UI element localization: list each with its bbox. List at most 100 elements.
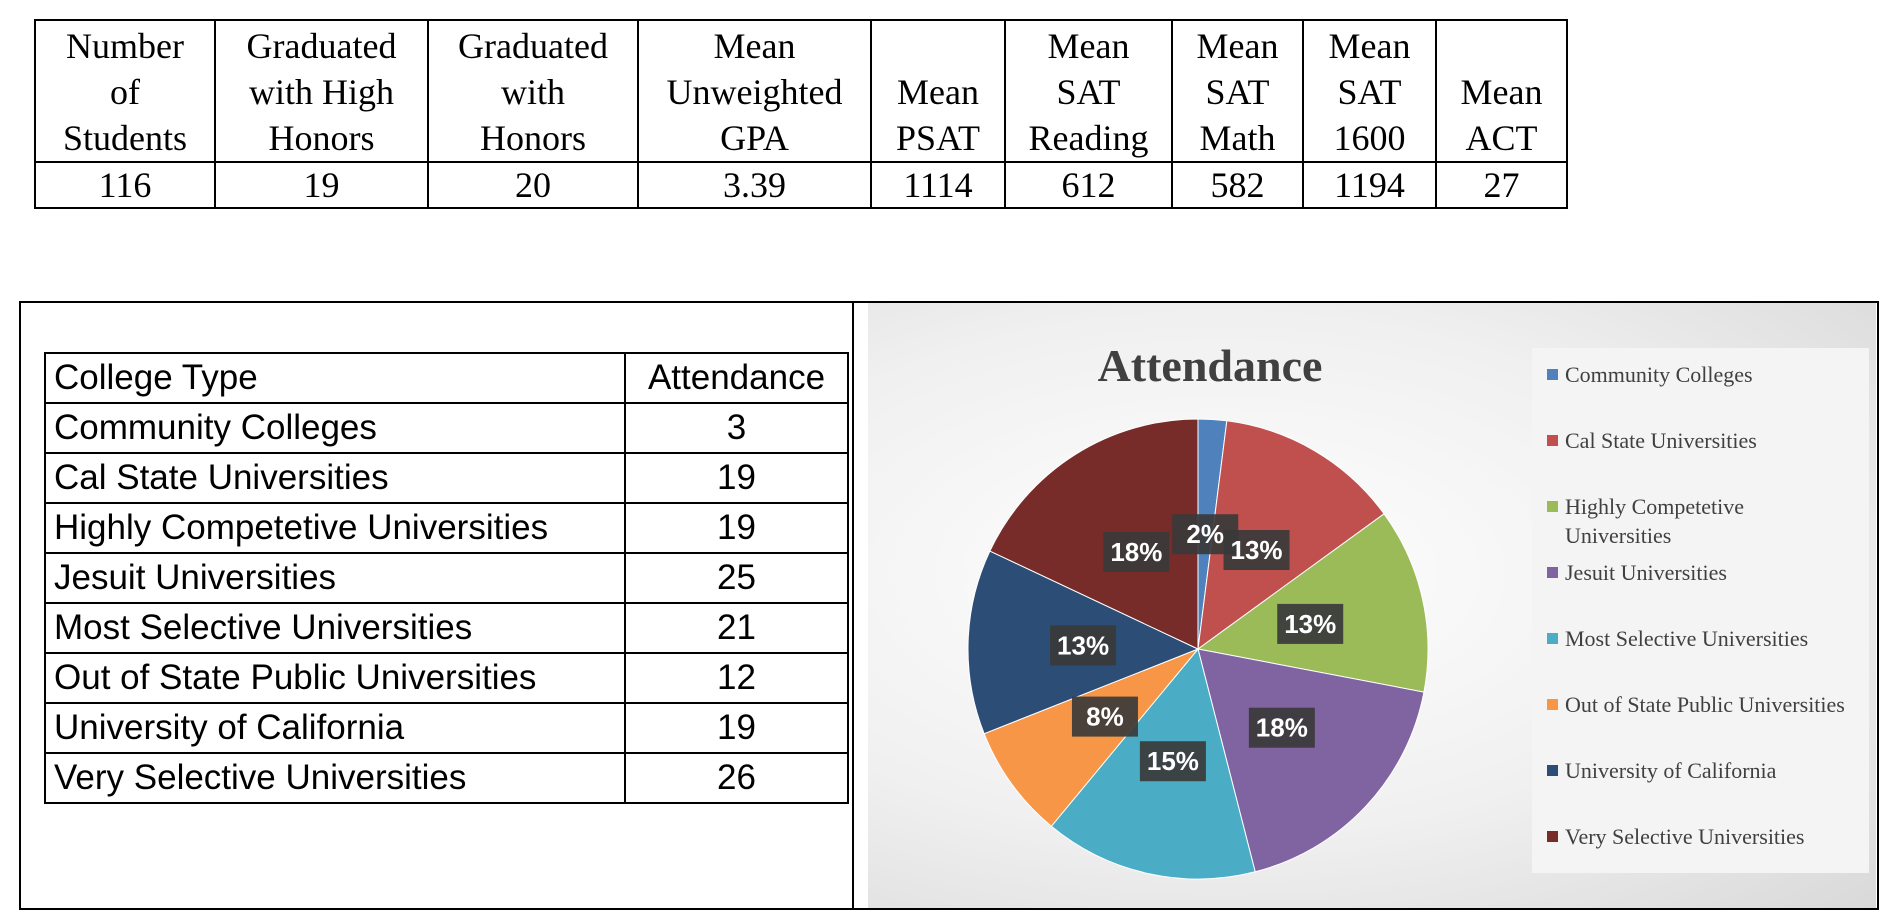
college-type: Very Selective Universities [44, 752, 626, 804]
header-cell: Mean PSAT [870, 19, 1006, 163]
value-cell: 19 [214, 161, 429, 209]
header-line: SAT [1205, 72, 1270, 112]
pie-slice [1196, 513, 1429, 693]
header-line: Mean [1460, 72, 1543, 112]
label-box [1139, 741, 1206, 782]
header-line: Reading [1028, 118, 1149, 158]
label-box [1277, 603, 1344, 644]
legend-item: Cal State Universities [1547, 426, 1857, 455]
legend-swatch [1547, 699, 1558, 710]
header-line: Graduated [246, 26, 397, 66]
legend-label: Most Selective Universities [1565, 626, 1809, 651]
header-line: with [500, 72, 565, 112]
header-line: Mean [1047, 26, 1130, 66]
value-cell: 1194 [1302, 161, 1437, 209]
pie-slice [989, 418, 1199, 650]
row: Highly Competetive Universities 19 [44, 502, 849, 554]
label-box [1071, 696, 1138, 737]
header-line: of [110, 72, 140, 112]
header-line: Students [62, 118, 187, 158]
legend-item: Most Selective Universities [1547, 624, 1857, 653]
chart-panel: Attendance 2% 13% 13% 18% 15% 8% 13% 18% Commun… [868, 303, 1876, 908]
header-line: 1600 [1333, 118, 1406, 158]
value-row: 116 19 20 3.39 1114 612 582 1194 27 [34, 161, 1568, 209]
header-row: College Type Attendance [44, 352, 849, 404]
legend-swatch [1547, 567, 1558, 578]
header-cell: Mean SAT Math [1171, 19, 1304, 163]
legend-item: Community Colleges [1547, 360, 1857, 389]
legend-label: Highly Competetive Universities [1565, 494, 1745, 548]
data-label: 18% [1110, 537, 1162, 567]
value-cell: 1114 [870, 161, 1006, 209]
header-line: Math [1199, 118, 1276, 158]
row: Out of State Public Universities 12 [44, 652, 849, 704]
value-cell: 116 [34, 161, 216, 209]
header-line: Unweighted [666, 72, 843, 112]
attendance: 19 [624, 702, 849, 754]
row: Community Colleges 3 [44, 402, 849, 454]
attendance: 25 [624, 552, 849, 604]
chart-title: Attendance [1097, 340, 1323, 391]
header-cell: Mean SAT Reading [1004, 19, 1173, 163]
legend-swatch [1547, 633, 1558, 644]
label-box [1223, 530, 1290, 571]
header-line: Graduated [458, 26, 608, 66]
college-type: Highly Competetive Universities [44, 502, 626, 554]
header-line: Mean [897, 72, 979, 112]
value-cell: 582 [1171, 161, 1304, 209]
label-box [1050, 625, 1117, 666]
legend-label: Community Colleges [1565, 362, 1753, 387]
value-cell: 612 [1004, 161, 1173, 209]
legend-swatch [1547, 501, 1558, 512]
header-line: Mean [1196, 26, 1279, 66]
legend-item: Highly Competetive Universities [1547, 492, 1857, 550]
pie-slice [983, 648, 1199, 827]
legend-label: Very Selective Universities [1565, 824, 1805, 849]
legend-label: Out of State Public Universities [1565, 692, 1845, 717]
attendance: 26 [624, 752, 849, 804]
frame [19, 301, 1879, 910]
legend-label: Cal State Universities [1565, 428, 1757, 453]
college-type: University of California [44, 702, 626, 754]
header-cell: Mean SAT 1600 [1302, 19, 1437, 163]
header-line: Honors [480, 118, 586, 158]
legend-swatch [1547, 435, 1558, 446]
data-label: 15% [1147, 746, 1199, 776]
legend: Community Colleges Cal State Universities… [1532, 348, 1869, 873]
legend-label: University of California [1565, 758, 1777, 783]
header-cell: Mean ACT [1435, 19, 1568, 163]
summary-table: Number of Students Graduated with High Honors… [34, 19, 1568, 209]
legend-item: Out of State Public Universities [1547, 690, 1857, 719]
header-cell: Mean Unweighted GPA [637, 19, 872, 163]
college-type: Cal State Universities [44, 452, 626, 504]
header-cell: Number of Students [34, 19, 216, 163]
divider [852, 301, 854, 910]
header-line: GPA [720, 118, 789, 158]
header-line: SAT [1056, 72, 1121, 112]
header-line: Number [66, 26, 184, 66]
college-type: Most Selective Universities [44, 602, 626, 654]
legend-item: University of California [1547, 756, 1857, 785]
label-box [1103, 531, 1170, 572]
row: Very Selective Universities 26 [44, 752, 849, 804]
header-line: Mean [1328, 26, 1411, 66]
header-cell: Graduated with Honors [427, 19, 639, 163]
data-label: 2% [1186, 519, 1224, 549]
data-label: 13% [1284, 609, 1336, 639]
header-row: Number of Students Graduated with High Honors… [34, 19, 1568, 163]
data-label: 13% [1231, 535, 1283, 565]
attendance: 12 [624, 652, 849, 704]
legend-swatch [1547, 765, 1558, 776]
header-cell: Attendance [624, 352, 849, 404]
header-line: ACT [1465, 118, 1538, 158]
data-label: 8% [1086, 702, 1124, 732]
college-table: College Type Attendance Community Colleges… [44, 352, 849, 804]
legend-item: Jesuit Universities [1547, 558, 1857, 587]
value-cell: 3.39 [637, 161, 872, 209]
value-cell: 20 [427, 161, 639, 209]
legend-swatch [1547, 369, 1558, 380]
header-line: Mean [713, 26, 796, 66]
header-line: with High [248, 72, 394, 112]
attendance: 19 [624, 502, 849, 554]
